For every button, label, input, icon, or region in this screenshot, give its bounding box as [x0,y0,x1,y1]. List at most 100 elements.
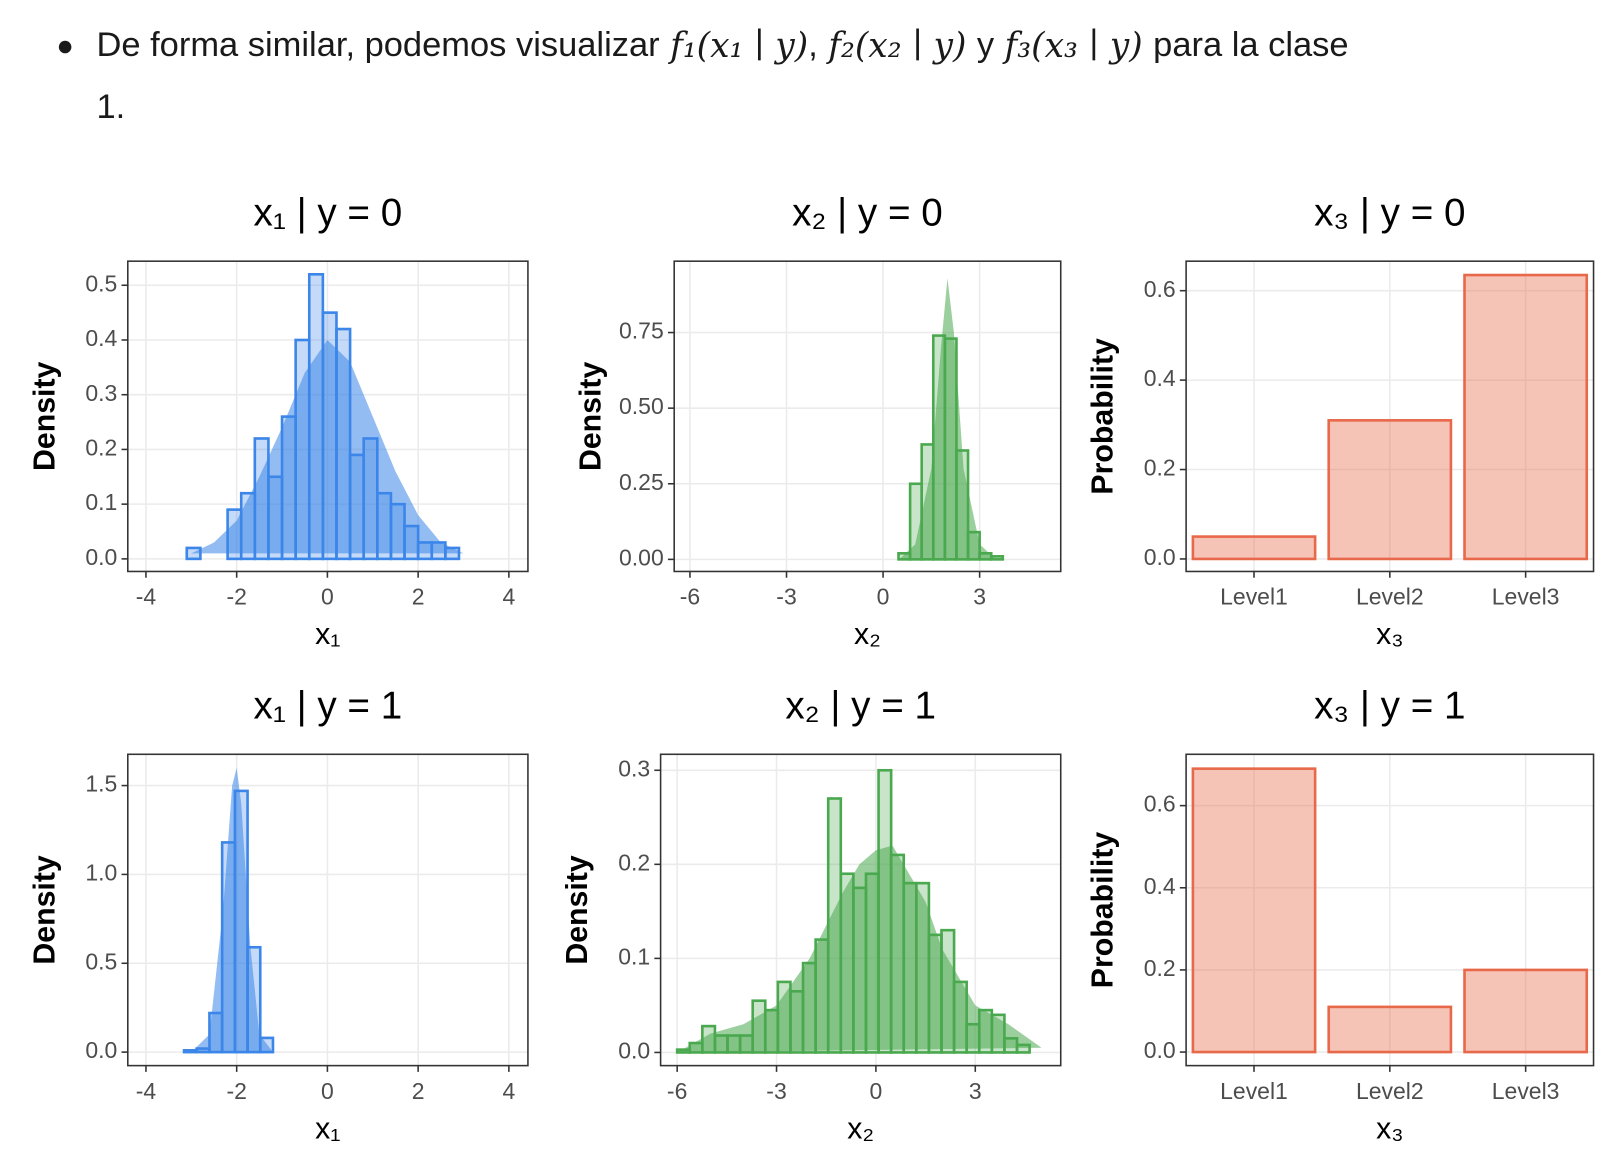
histogram-bar [362,437,379,561]
y-tick-label: 0.1 [85,489,117,515]
bar [1463,968,1589,1054]
histogram-bar [931,334,947,561]
intro-line: 1. [96,88,125,126]
y-tick-label: 0.0 [618,1038,650,1064]
y-axis-title: Probability [1087,832,1120,989]
x-tick-label: -3 [776,584,796,610]
bar [1191,535,1317,561]
histogram-bar [294,338,311,561]
math-expression: f₁(x₁ ∣ y) [667,26,808,66]
x-axis-title: x₂ [847,1112,874,1145]
histogram-bar [989,555,1005,561]
histogram-bar [430,541,447,561]
histogram-bar [751,999,767,1054]
y-tick-label: 0.4 [1144,365,1176,391]
histogram-bar [403,524,420,561]
histogram-bar [990,1013,1006,1054]
histogram-bar [897,552,912,561]
x-axis-title: x₃ [1376,1112,1403,1145]
y-tick-label: 0.2 [1144,455,1176,481]
histogram-bar [246,945,262,1054]
x-tick-label: -6 [680,584,700,610]
x-tick-label: 3 [973,584,986,610]
x-tick-label: 0 [877,584,890,610]
y-axis-title: Density [28,361,61,471]
x-tick-label: 0 [870,1078,883,1104]
histogram-bar [789,990,805,1054]
histogram-bar [321,311,338,561]
x-axis-title: x₁ [315,618,340,651]
x-tick-label: -3 [766,1078,786,1104]
density-area [677,845,1042,1053]
histogram-bar [877,768,893,1054]
y-tick-label: 0.0 [85,1037,117,1063]
x-tick-label: 2 [412,584,425,610]
y-tick-label: 0.00 [619,544,664,570]
histogram-bar [389,502,406,561]
math-expression: f₂(x₂ ∣ y) [825,26,966,66]
y-tick-label: 0.1 [618,943,650,969]
y-tick-label: 0.0 [1144,544,1176,570]
plot-border [127,260,529,573]
histogram-bar [852,886,868,1054]
histogram-bar [814,938,830,1054]
histogram-bar [253,437,270,561]
histogram-bar [701,1024,717,1054]
y-tick-label: 0.3 [85,380,117,406]
histogram-bar [220,841,237,1054]
histogram-bar [416,541,434,561]
x-axis-title: x₃ [1376,618,1403,651]
chart-title: x₂ | y = 0 [792,191,943,234]
histogram-bar [943,337,958,561]
histogram-bar [826,797,843,1054]
chart-title: x₃ | y = 0 [1314,191,1465,234]
histogram-bar [1003,1037,1019,1054]
x-tick-label: Level3 [1492,1078,1560,1104]
x-tick-label: Level2 [1356,584,1424,610]
y-tick-label: 0.5 [85,270,117,296]
bar [1327,1005,1453,1054]
x-tick-label: 4 [502,1078,515,1104]
x-tick-label: -2 [226,1078,246,1104]
y-tick-label: 0.2 [618,849,650,875]
density-area [191,339,464,554]
histogram-bar [927,933,943,1054]
y-tick-label: 0.6 [1144,276,1176,302]
x-tick-label: -2 [226,584,246,610]
math-expression: f₃(x₃ ∣ y) [1002,26,1143,66]
plot-border [659,753,1062,1067]
y-tick-label: 0.4 [85,325,117,351]
histogram-bar [726,1034,742,1054]
histogram-bar [376,491,393,561]
histogram-bar [226,508,243,561]
y-axis-title: Density [28,855,61,965]
plot-border [673,260,1062,573]
chart-title: x₃ | y = 1 [1314,685,1465,728]
y-axis-title: Density [561,855,594,965]
intro-text: y [977,26,995,64]
histogram-bar [940,928,956,1054]
x-tick-label: -6 [667,1078,687,1104]
histogram-bar [208,1011,224,1054]
histogram-bar [348,453,366,561]
histogram-bar [908,482,923,561]
histogram-bar [889,853,906,1054]
chart-title: x₂ | y = 1 [785,685,936,728]
histogram-bar [978,552,993,561]
chart-title: x₁ | y = 1 [254,685,403,728]
y-tick-label: 0.5 [85,948,117,974]
bar [1463,273,1589,561]
y-tick-label: 0.75 [619,318,664,344]
histogram-bar [444,546,461,561]
histogram-bar [801,961,817,1054]
histogram-bar [738,1034,754,1054]
histogram-bar [233,789,249,1054]
y-tick-label: 0.2 [85,435,117,461]
x-tick-label: Level1 [1220,584,1288,610]
histogram-bar [258,1036,275,1054]
x-tick-label: 4 [502,584,515,610]
histogram-bar [713,1034,729,1054]
density-area [899,278,996,560]
x-tick-label: Level1 [1220,1078,1288,1104]
